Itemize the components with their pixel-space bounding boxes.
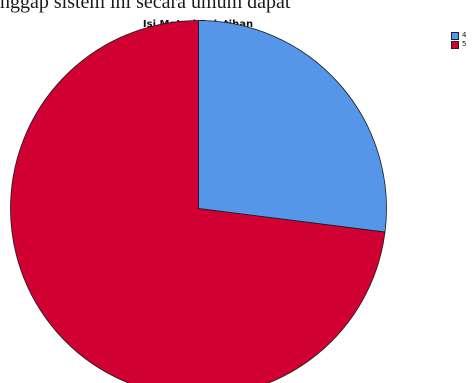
legend-swatch-4 [451, 31, 459, 40]
legend-swatch-5 [451, 40, 459, 49]
legend: 4 5 [451, 31, 473, 49]
pie-slices [10, 20, 387, 383]
legend-label-4: 4 [462, 31, 467, 39]
legend-label-5: 5 [462, 40, 467, 48]
background-document-text: nggap sistem ini secara umum dapat [0, 0, 291, 13]
legend-item-5: 5 [451, 40, 473, 49]
pie-slice-5 [10, 20, 386, 383]
pie-slice-4 [198, 20, 387, 233]
legend-item-4: 4 [451, 31, 473, 40]
